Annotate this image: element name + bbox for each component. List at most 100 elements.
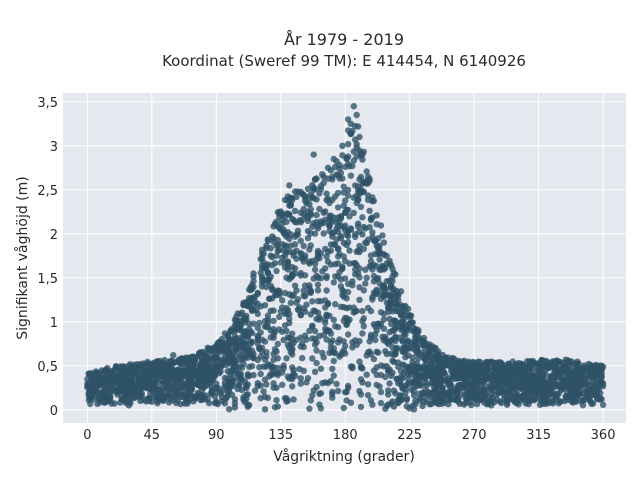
data-point: [546, 363, 554, 370]
data-point: [392, 299, 399, 307]
data-point: [399, 384, 406, 391]
data-point: [323, 287, 330, 294]
data-point: [373, 242, 380, 249]
data-point: [334, 339, 342, 346]
data-point: [112, 363, 120, 370]
data-point: [307, 242, 314, 249]
data-point: [281, 252, 289, 259]
data-point: [281, 231, 289, 238]
data-point: [238, 364, 246, 371]
data-point: [575, 381, 582, 388]
data-point: [584, 388, 591, 395]
data-point: [211, 399, 219, 407]
data-point: [230, 367, 237, 375]
data-point: [403, 403, 410, 410]
data-point: [326, 349, 333, 356]
data-point: [301, 308, 309, 315]
data-point: [392, 390, 399, 397]
data-point: [545, 381, 552, 388]
data-point: [403, 395, 410, 402]
data-point: [352, 308, 359, 315]
data-point: [364, 196, 372, 203]
data-point: [304, 234, 312, 242]
data-point: [349, 344, 356, 351]
data-point: [264, 237, 272, 244]
data-point: [377, 295, 385, 303]
data-point: [280, 336, 287, 344]
data-point: [501, 364, 508, 371]
data-point: [324, 175, 332, 182]
data-point: [385, 340, 392, 348]
data-point: [339, 349, 346, 356]
data-point: [419, 402, 426, 410]
data-point: [416, 390, 423, 397]
data-point: [111, 378, 118, 386]
data-point: [332, 163, 339, 171]
data-point: [286, 334, 293, 342]
data-point: [270, 307, 277, 314]
data-point: [304, 227, 312, 235]
data-point: [363, 371, 370, 378]
data-point: [322, 319, 329, 326]
data-point: [313, 359, 320, 367]
data-point: [161, 361, 168, 369]
data-point: [283, 274, 290, 281]
data-point: [387, 262, 395, 269]
data-point: [382, 264, 389, 272]
data-point: [344, 232, 352, 240]
data-point: [301, 255, 309, 262]
data-point: [293, 336, 300, 343]
data-point: [357, 363, 365, 370]
data-point: [456, 400, 463, 407]
data-point: [294, 296, 302, 303]
data-point: [416, 395, 423, 402]
data-point: [403, 338, 410, 345]
data-point: [347, 120, 355, 128]
data-point: [306, 289, 313, 296]
data-point: [395, 307, 402, 314]
data-point: [314, 281, 322, 288]
data-point: [263, 363, 270, 370]
data-point: [233, 326, 240, 333]
data-point: [214, 354, 221, 362]
data-point: [356, 242, 363, 250]
data-point: [180, 356, 187, 364]
data-point: [297, 209, 304, 216]
data-point: [392, 317, 399, 324]
x-tick-label: 315: [526, 428, 551, 443]
data-point: [303, 200, 310, 207]
data-point: [270, 317, 277, 325]
data-point: [488, 402, 495, 409]
data-point: [150, 361, 157, 368]
data-point: [243, 383, 250, 390]
data-point: [579, 364, 587, 371]
data-point: [191, 395, 198, 402]
data-point: [293, 287, 300, 294]
data-point: [367, 307, 375, 315]
data-point: [117, 388, 124, 395]
data-point: [518, 375, 525, 382]
data-point: [254, 380, 261, 387]
data-point: [577, 391, 584, 398]
data-point: [223, 361, 230, 369]
data-point: [203, 376, 210, 383]
data-point: [263, 244, 270, 252]
data-point: [151, 379, 158, 387]
data-point: [248, 285, 256, 293]
data-point: [340, 288, 347, 295]
data-point: [162, 394, 170, 401]
data-point: [132, 380, 140, 387]
data-point: [261, 406, 269, 413]
data-point: [228, 380, 236, 388]
data-point: [260, 250, 267, 257]
data-point: [217, 390, 224, 397]
data-point: [598, 379, 605, 387]
data-point: [528, 369, 535, 376]
data-point: [300, 287, 307, 294]
data-point: [389, 327, 396, 334]
data-point: [317, 182, 325, 190]
data-point: [190, 356, 197, 363]
data-point: [588, 400, 595, 407]
data-point: [300, 191, 307, 198]
data-point: [297, 380, 304, 387]
